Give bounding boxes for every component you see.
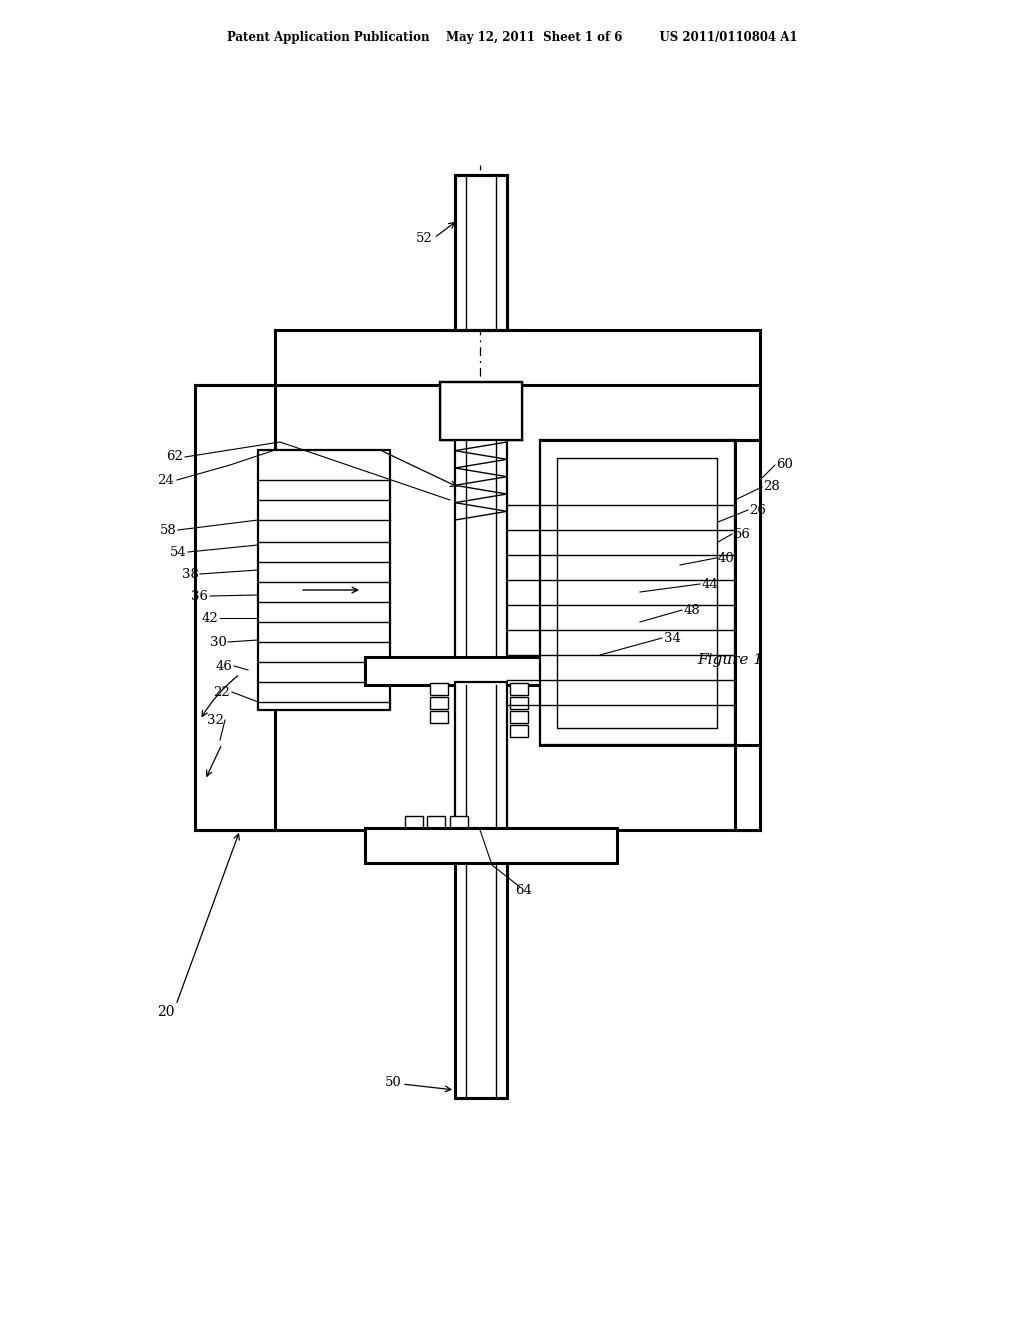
Text: Patent Application Publication    May 12, 2011  Sheet 1 of 6         US 2011/011: Patent Application Publication May 12, 2… (226, 30, 798, 44)
Text: 48: 48 (684, 603, 700, 616)
Text: 60: 60 (776, 458, 794, 471)
Text: 38: 38 (181, 568, 199, 581)
Text: Figure 1: Figure 1 (697, 653, 763, 667)
Bar (440, 381, 522, 440)
Text: 30: 30 (210, 635, 226, 648)
Bar (510, 682, 528, 696)
Text: 64: 64 (515, 883, 532, 896)
Text: 20: 20 (158, 1005, 175, 1019)
Text: 40: 40 (718, 552, 734, 565)
Text: 42: 42 (202, 611, 218, 624)
Bar (427, 816, 445, 830)
Text: 44: 44 (701, 578, 719, 590)
Text: 26: 26 (750, 503, 766, 516)
Text: 22: 22 (214, 685, 230, 698)
Text: 28: 28 (764, 480, 780, 494)
Bar (735, 440, 760, 830)
Bar (510, 725, 528, 737)
Text: 62: 62 (167, 450, 183, 463)
Bar (258, 450, 390, 710)
Bar (406, 816, 423, 830)
Bar (195, 385, 275, 830)
Text: 36: 36 (191, 590, 209, 602)
Text: 24: 24 (157, 474, 173, 487)
Bar (510, 697, 528, 709)
Text: 32: 32 (207, 714, 223, 726)
Bar (455, 176, 507, 330)
Bar (365, 657, 617, 685)
Bar (430, 711, 449, 723)
Bar (430, 697, 449, 709)
Text: 52: 52 (416, 231, 432, 244)
Text: 56: 56 (733, 528, 751, 540)
Bar (430, 682, 449, 696)
Text: 54: 54 (170, 545, 186, 558)
Bar (450, 816, 468, 830)
Bar (365, 828, 617, 863)
Bar (455, 385, 507, 660)
Text: 50: 50 (385, 1076, 401, 1089)
Bar (455, 682, 507, 830)
Bar (510, 711, 528, 723)
Text: 58: 58 (160, 524, 176, 536)
Bar (455, 828, 507, 1098)
Text: 46: 46 (216, 660, 232, 672)
Bar (557, 458, 717, 729)
Text: 34: 34 (664, 631, 680, 644)
Bar (540, 440, 735, 744)
